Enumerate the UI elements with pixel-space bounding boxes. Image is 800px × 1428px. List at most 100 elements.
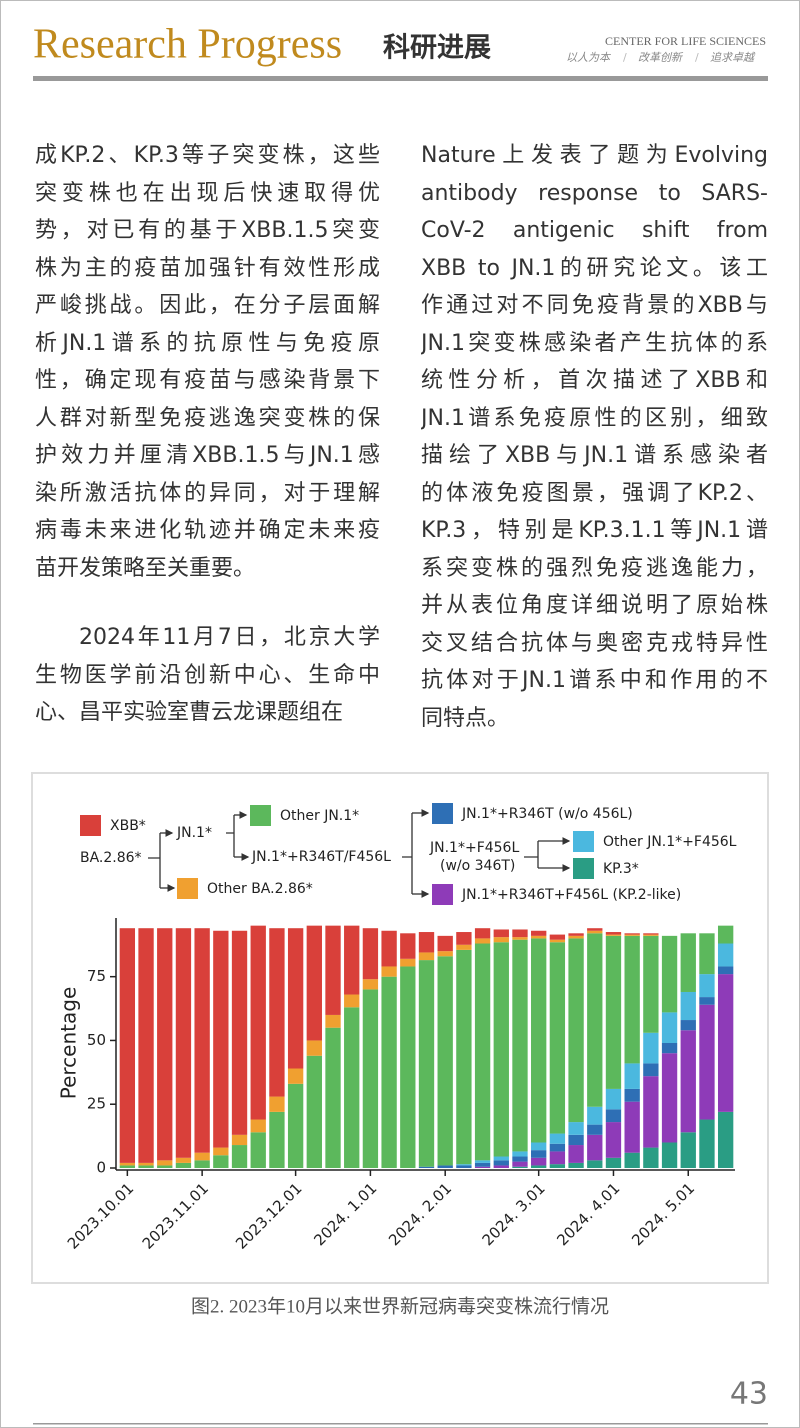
legend-label: JN.1*+R346T (w/o 456L)	[461, 806, 633, 822]
bar-segment	[549, 942, 566, 1134]
bar-segment	[568, 938, 584, 1123]
page-number: 43	[730, 1377, 768, 1412]
text-line: 性，确定现有疫苗与感染背景下	[35, 368, 380, 393]
legend-label: Other BA.2.86*	[207, 881, 313, 897]
bar-segment	[119, 1165, 136, 1168]
text-line: 病毒未来进化轨迹并确定未来疫	[35, 518, 380, 543]
lineage-tree	[148, 809, 571, 898]
text-line: XBB to JN.1的研究论文。该工	[421, 255, 768, 281]
bar-segment	[362, 989, 379, 1168]
legend-swatch	[573, 831, 594, 852]
text-line: 系突变株的强烈免疫逃逸能力，	[421, 555, 768, 581]
bar-segment	[418, 952, 435, 961]
text-line: 染所激活抗体的异同，对于理解	[35, 480, 380, 506]
bar-segment	[119, 1162, 136, 1166]
bar-segment	[194, 928, 210, 1153]
bar-segment	[287, 1068, 304, 1084]
bar-segment	[643, 934, 659, 936]
bar-segment	[661, 1053, 678, 1143]
header-rule	[33, 76, 768, 81]
bar-segment	[605, 1109, 622, 1123]
bar-segment	[287, 928, 304, 1069]
legend-label: Other JN.1*	[280, 808, 359, 824]
bar-segment	[643, 933, 659, 935]
tree-label: JN.1*+F456L	[429, 840, 519, 856]
bar-segment	[474, 1166, 491, 1168]
bar-segment	[250, 1132, 266, 1168]
y-tick-label: 50	[87, 1031, 106, 1049]
bar-segment	[493, 937, 509, 943]
bar-segment	[344, 994, 360, 1008]
bar-segment	[400, 966, 416, 1168]
bar-segment	[512, 1151, 528, 1157]
bar-segment	[512, 929, 528, 938]
bar-segment	[175, 928, 192, 1158]
tree-label: JN.1*	[176, 825, 212, 841]
paragraph: Nature上发表了题为Evolving antibody response to…	[421, 137, 768, 737]
tree-branch	[402, 813, 413, 894]
bar-segment	[437, 956, 453, 1166]
bar-segment	[699, 933, 715, 975]
text-line: 同特点。	[421, 705, 510, 731]
bar-segment	[138, 928, 154, 1163]
bar-segment	[325, 1027, 341, 1168]
bar-segment	[605, 934, 622, 936]
legend-swatch	[250, 805, 271, 826]
bar-segment	[269, 928, 285, 1097]
text-line: antibody response to SARS-	[421, 180, 768, 206]
bar-segment	[680, 991, 696, 1021]
bar-segment	[587, 1106, 603, 1125]
bar-segment	[643, 1032, 659, 1064]
bar-segment	[381, 966, 397, 977]
motto-sep: /	[623, 51, 627, 64]
bar-segment	[605, 935, 622, 1089]
bar-segment	[512, 1166, 528, 1168]
legend-label: Other JN.1*+F456L	[603, 834, 737, 850]
tree-branch	[148, 833, 161, 888]
legend-swatch	[573, 858, 594, 879]
header-title-cn: 科研进展	[383, 33, 491, 64]
bar-segment	[661, 935, 678, 1013]
bar-segment	[493, 1156, 509, 1161]
bar-segment	[717, 943, 734, 967]
text-line: 严峻挑战。因此，在分子层面解	[35, 293, 380, 318]
bar-segment	[381, 976, 397, 1168]
bar-segment	[643, 1063, 659, 1077]
text-line: 抗体对于JN.1谱系中和作用的不	[421, 668, 768, 693]
bar-segment	[175, 1157, 192, 1163]
bar-segment	[587, 933, 603, 1107]
bar-segment	[456, 1164, 472, 1166]
bar-segment	[269, 1111, 285, 1168]
bar-segment	[157, 1160, 173, 1166]
bar-segment	[587, 1160, 603, 1168]
text-line: Nature上发表了题为Evolving	[421, 143, 768, 168]
bar-segment	[250, 1119, 266, 1133]
bar-segment	[194, 1160, 210, 1168]
bar-segment	[418, 932, 435, 953]
text-line: 交叉结合抗体与奥密克戎特异性	[421, 630, 768, 656]
y-tick-label: 0	[96, 1159, 106, 1177]
bar-segment	[624, 1088, 640, 1102]
bar-segment	[325, 925, 341, 1015]
bar-segment	[344, 1007, 360, 1168]
text-line: 析JN.1谱系的抗原性与免疫原	[35, 330, 380, 356]
bar-segment	[119, 928, 136, 1163]
bar-segment	[549, 934, 566, 940]
text-line: KP.3，特别是KP.3.1.1等JN.1谱	[421, 518, 768, 543]
bar-segment	[699, 1004, 715, 1120]
legend-swatch	[80, 815, 101, 836]
bar-segment	[605, 1088, 622, 1110]
bar-segment	[400, 958, 416, 967]
bar-segment	[699, 1119, 715, 1168]
bar-segment	[624, 1101, 640, 1153]
bar-segment	[624, 1152, 640, 1168]
bar-segment	[400, 933, 416, 959]
bar-segment	[531, 1157, 547, 1166]
bar-segment	[717, 1111, 734, 1168]
header-motto: 改革创新	[638, 51, 684, 64]
bar-segment	[231, 930, 248, 1135]
paragraph: 成KP.2、KP.3等子突变株，这些 突变株也在出现后快速取得优 势，对已有的基于X…	[35, 137, 380, 587]
legend-swatch	[432, 884, 453, 905]
bar-segment	[474, 1160, 491, 1163]
